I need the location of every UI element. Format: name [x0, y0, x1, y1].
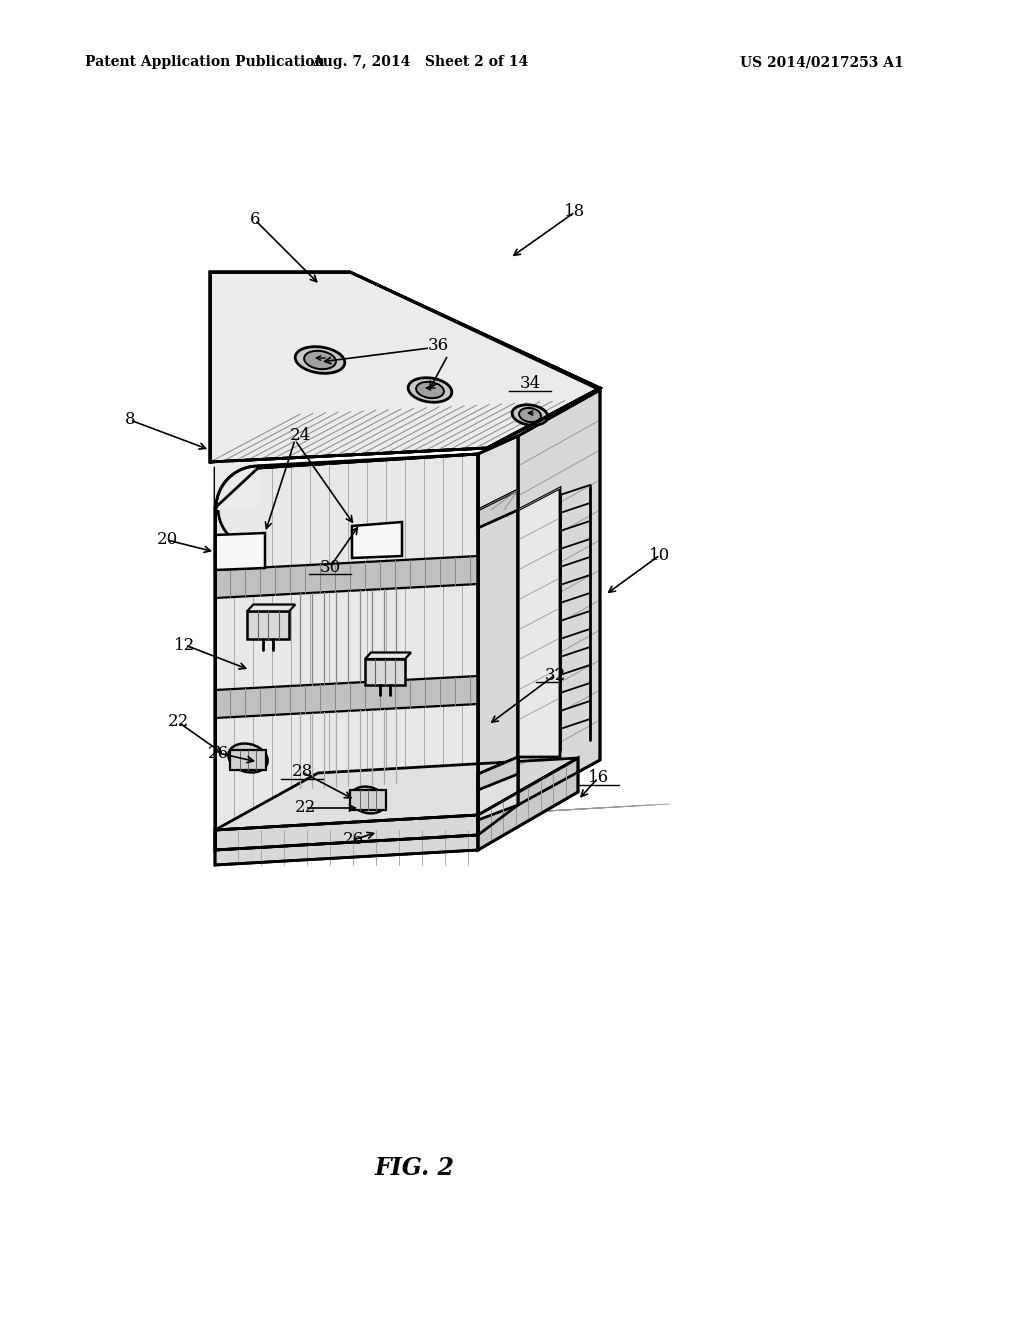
Text: 28: 28 — [292, 763, 312, 780]
Ellipse shape — [350, 787, 386, 813]
Ellipse shape — [416, 381, 444, 399]
Text: 10: 10 — [649, 546, 671, 564]
Text: 34: 34 — [519, 375, 541, 392]
Polygon shape — [350, 789, 386, 810]
Text: 12: 12 — [174, 636, 196, 653]
Ellipse shape — [409, 378, 452, 403]
Polygon shape — [215, 454, 478, 850]
Polygon shape — [478, 436, 518, 510]
Polygon shape — [365, 652, 411, 659]
Text: 24: 24 — [290, 426, 310, 444]
Text: 22: 22 — [294, 800, 315, 817]
Polygon shape — [518, 488, 560, 756]
Text: FIG. 2: FIG. 2 — [375, 1156, 455, 1180]
Polygon shape — [478, 756, 518, 820]
Polygon shape — [478, 758, 578, 850]
Polygon shape — [215, 676, 478, 718]
Ellipse shape — [304, 351, 336, 370]
Ellipse shape — [512, 405, 548, 425]
Polygon shape — [210, 272, 600, 462]
Text: 6: 6 — [250, 211, 260, 228]
Ellipse shape — [519, 408, 541, 422]
Polygon shape — [215, 758, 578, 830]
Polygon shape — [247, 605, 295, 611]
Polygon shape — [518, 389, 600, 805]
Text: 18: 18 — [564, 203, 586, 220]
Polygon shape — [230, 750, 266, 770]
Text: 16: 16 — [588, 770, 608, 787]
Ellipse shape — [228, 743, 267, 772]
Polygon shape — [215, 533, 265, 570]
Polygon shape — [247, 611, 289, 639]
Polygon shape — [215, 462, 258, 510]
Polygon shape — [215, 556, 478, 598]
Text: Aug. 7, 2014   Sheet 2 of 14: Aug. 7, 2014 Sheet 2 of 14 — [312, 55, 528, 69]
Polygon shape — [478, 436, 518, 836]
Polygon shape — [365, 659, 406, 685]
Text: 36: 36 — [427, 337, 449, 354]
Polygon shape — [478, 490, 518, 528]
Text: 22: 22 — [167, 714, 188, 730]
Polygon shape — [352, 521, 402, 558]
Text: US 2014/0217253 A1: US 2014/0217253 A1 — [740, 55, 904, 69]
Polygon shape — [215, 469, 258, 550]
Polygon shape — [215, 814, 478, 865]
Polygon shape — [478, 756, 518, 789]
Text: 32: 32 — [545, 667, 565, 684]
Text: 26: 26 — [208, 744, 228, 762]
Text: 8: 8 — [125, 412, 135, 429]
Ellipse shape — [295, 347, 345, 374]
Polygon shape — [487, 388, 600, 459]
Text: Patent Application Publication: Patent Application Publication — [85, 55, 325, 69]
Text: 26: 26 — [342, 832, 364, 849]
Text: 20: 20 — [157, 532, 177, 549]
Text: 30: 30 — [319, 558, 341, 576]
